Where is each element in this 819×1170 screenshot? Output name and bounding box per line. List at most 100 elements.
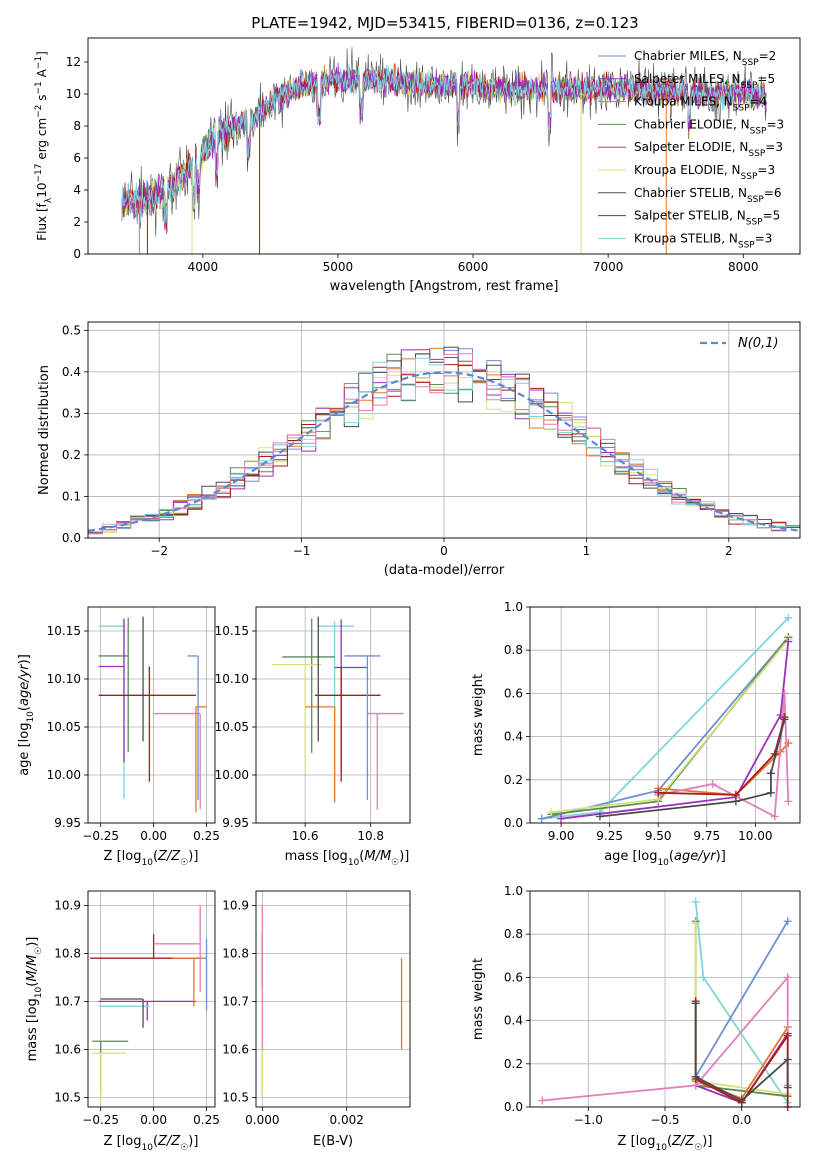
legend-label: Salpeter STELIB, NSSP=5 <box>634 209 780 228</box>
y-tick-label: 8 <box>73 119 81 133</box>
weight-marker <box>737 1096 746 1105</box>
x-tick-label: 1 <box>583 544 591 558</box>
x-tick-label: 2 <box>725 544 733 558</box>
plot-frame <box>255 890 411 1108</box>
x-tick-label: 5000 <box>323 260 354 274</box>
legend-label: Kroupa STELIB, NSSP=3 <box>634 231 772 250</box>
y-tick-label: 10.8 <box>54 946 81 960</box>
x-tick-label: 0 <box>440 544 448 558</box>
y-tick-label: 10.15 <box>47 624 81 638</box>
y-tick-label: 10.9 <box>222 898 249 912</box>
plot-frame <box>529 606 801 824</box>
x-tick-label: 9.75 <box>693 829 720 843</box>
y-tick-label: 0 <box>73 247 81 261</box>
weight-marker <box>766 788 775 797</box>
weight-marker <box>699 973 708 982</box>
y-tick-label: 0.2 <box>504 1057 523 1071</box>
x-tick-label: 0.00 <box>140 1113 167 1127</box>
y-tick-label: 4 <box>73 183 81 197</box>
weight-marker <box>547 808 556 817</box>
y-tick-label: 10.00 <box>215 768 249 782</box>
y-tick-label: 10.15 <box>215 624 249 638</box>
weight-marker <box>691 919 700 928</box>
weight-marker <box>731 797 740 806</box>
weight-marker <box>537 814 546 823</box>
y-tick-label: 10.00 <box>47 768 81 782</box>
legend-label: Salpeter MILES, NSSP=5 <box>634 72 775 91</box>
mass-vs-ebv-panel: 0.000 0.002 10.5 10.6 10.7 10.8 10.9 E(B-V) <box>222 890 411 1149</box>
weight-marker <box>784 797 793 806</box>
y-tick-label: 10.10 <box>215 672 249 686</box>
x-tick-label: −1.0 <box>574 1113 603 1127</box>
y-tick-label: 0.6 <box>504 970 523 984</box>
weight-line <box>658 716 786 796</box>
weight-marker <box>783 1083 792 1092</box>
y-tick-label: 10.7 <box>222 994 249 1008</box>
weight-marker <box>784 613 793 622</box>
x-tick-label: 0.0 <box>732 1113 751 1127</box>
age-vs-mass-panel: 10.6 10.8 9.95 10.00 10.05 10.10 10.15 mass [lo… <box>215 606 411 868</box>
x-tick-label: −0.5 <box>650 1113 679 1127</box>
weight-line <box>658 742 789 796</box>
x-tick-label: −0.25 <box>82 1113 119 1127</box>
x-axis-label: Z [log10(Z/Z☉)] <box>104 849 199 868</box>
x-axis-label: E(B-V) <box>313 1134 353 1149</box>
x-axis-label: age [log10(age/yr)] <box>604 849 726 868</box>
legend-label: Chabrier ELODIE, NSSP=3 <box>634 117 784 136</box>
y-axis-label: age [log10(age/yr)] <box>17 654 36 776</box>
weight-marker <box>708 780 717 789</box>
mass-weight-vs-age-panel: 9.00 9.25 9.50 9.75 10.00 0.0 0.2 0.4 0.6 0.8 1.0 m… <box>471 600 801 868</box>
y-tick-label: 10.05 <box>215 720 249 734</box>
weight-line <box>551 636 790 816</box>
y-tick-label: 2 <box>73 215 81 229</box>
weight-marker <box>766 769 775 778</box>
x-axis-label: Z [log10(Z/Z☉)] <box>618 1134 713 1153</box>
plot-frame <box>529 890 801 1108</box>
y-tick-label: 10.05 <box>47 720 81 734</box>
weight-marker <box>691 897 700 906</box>
weight-marker <box>784 637 793 646</box>
weight-marker <box>780 689 789 698</box>
residual-histogram-panel: −2 −1 0 1 2 0.0 0.1 0.2 0.3 0.4 0.5 (data-model)/er… <box>37 321 801 578</box>
y-tick-label: 10 <box>66 87 81 101</box>
legend-label: Salpeter ELODIE, NSSP=3 <box>634 140 783 159</box>
weight-marker <box>595 812 604 821</box>
plot-frame <box>255 606 411 824</box>
mass-weight-vs-metallicity-panel: −1.0 −0.5 0.0 0.0 0.2 0.4 0.6 0.8 1.0 mass weight… <box>471 884 801 1153</box>
y-tick-label: 10.8 <box>222 946 249 960</box>
plot-frame <box>87 890 216 1108</box>
weight-marker <box>783 973 792 982</box>
plot-frame <box>87 321 801 539</box>
legend-label: Kroupa ELODIE, NSSP=3 <box>634 163 775 182</box>
x-tick-label: 4000 <box>188 260 219 274</box>
plot-frame <box>87 37 801 255</box>
legend-label: Kroupa MILES, NSSP=4 <box>634 95 767 114</box>
y-tick-label: 0.5 <box>62 323 81 337</box>
y-tick-label: 6 <box>73 151 81 165</box>
weight-marker <box>654 788 663 797</box>
normal-curve <box>87 371 801 532</box>
y-tick-label: 9.95 <box>222 816 249 830</box>
y-tick-label: 12 <box>66 55 81 69</box>
x-tick-label: 9.50 <box>645 829 672 843</box>
legend-label: Chabrier STELIB, NSSP=6 <box>634 186 782 205</box>
y-tick-label: 0.6 <box>504 686 523 700</box>
y-tick-label: 9.95 <box>54 816 81 830</box>
y-tick-label: 0.2 <box>62 448 81 462</box>
weight-line <box>694 920 789 1078</box>
y-tick-label: 0.4 <box>62 365 81 379</box>
y-tick-label: 0.1 <box>62 489 81 503</box>
x-tick-label: 0.25 <box>193 1113 220 1127</box>
y-tick-label: 0.8 <box>504 927 523 941</box>
x-tick-label: 10.00 <box>738 829 772 843</box>
y-axis-label: mass weight <box>471 674 486 756</box>
weight-marker <box>783 917 792 926</box>
y-tick-label: 0.8 <box>504 643 523 657</box>
mass-vs-metallicity-panel: −0.25 0.00 0.25 10.5 10.6 10.7 10.8 10.9 Z [log1… <box>25 890 220 1153</box>
spectrum-panel: 4000 5000 6000 7000 8000 0 2 4 6 8 10 12 wavelength … <box>34 37 801 294</box>
plot-frame <box>87 606 216 824</box>
x-axis-label: mass [log10(M/M☉)] <box>285 849 410 868</box>
weight-line <box>560 641 790 820</box>
y-tick-label: 0.2 <box>504 773 523 787</box>
